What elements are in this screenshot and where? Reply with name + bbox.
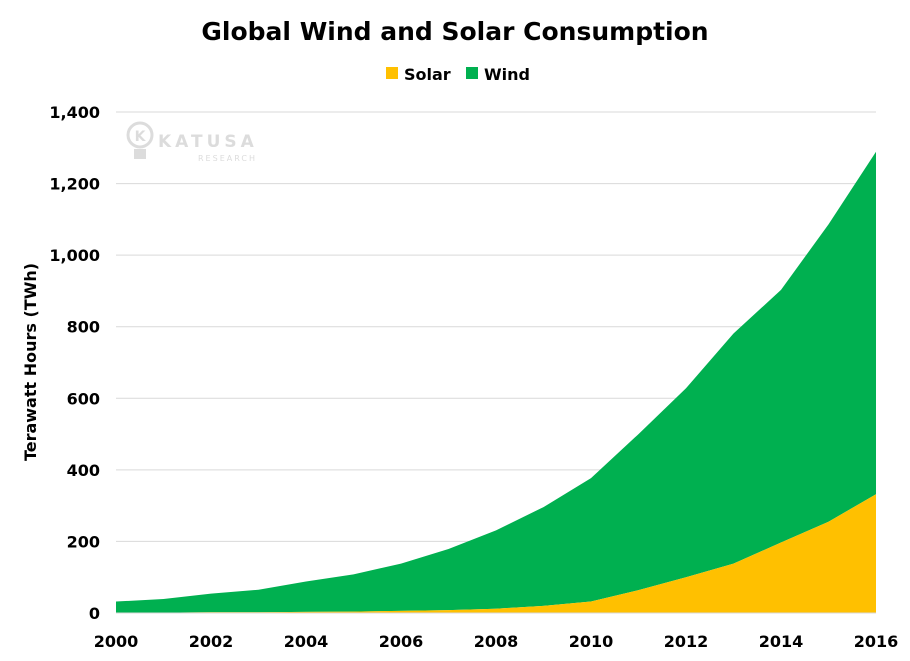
y-axis-ticks: 0 200 400 600 800 1,000 1,200 1,400 (49, 103, 100, 623)
y-axis-title: Terawatt Hours (TWh) (21, 263, 40, 461)
x-tick-label: 2006 (379, 632, 424, 651)
y-tick-label: 1,400 (49, 103, 100, 122)
x-tick-label: 2010 (569, 632, 614, 651)
y-tick-label: 800 (67, 318, 100, 337)
watermark-brand: KATUSA (158, 132, 258, 152)
watermark-bulb-base (134, 149, 146, 159)
x-tick-label: 2014 (759, 632, 804, 651)
x-axis-ticks: 2000 2002 2004 2006 2008 2010 2012 2014 2016 (94, 632, 899, 651)
y-tick-label: 200 (67, 532, 100, 551)
y-tick-label: 1,200 (49, 175, 100, 194)
legend-item-solar: Solar (386, 65, 451, 84)
y-tick-label: 600 (67, 389, 100, 408)
plot-areas (116, 151, 876, 614)
area-series-wind (116, 151, 876, 613)
x-tick-label: 2004 (284, 632, 329, 651)
chart-title: Global Wind and Solar Consumption (201, 17, 708, 46)
legend-label-wind: Wind (484, 65, 530, 84)
x-tick-label: 2012 (664, 632, 709, 651)
x-tick-label: 2000 (94, 632, 139, 651)
y-tick-label: 1,000 (49, 246, 100, 265)
watermark-sub: RESEARCH (198, 154, 257, 163)
legend-label-solar: Solar (404, 65, 451, 84)
watermark-logo: K KATUSA RESEARCH (126, 121, 258, 163)
legend-swatch-wind (466, 67, 478, 79)
x-tick-label: 2016 (854, 632, 899, 651)
y-tick-label: 400 (67, 461, 100, 480)
legend: Solar Wind (386, 65, 530, 84)
legend-item-wind: Wind (466, 65, 530, 84)
x-tick-label: 2008 (474, 632, 519, 651)
x-tick-label: 2002 (189, 632, 234, 651)
watermark-bulb-icon (126, 121, 154, 149)
watermark-letter: K (135, 129, 147, 145)
area-series-solar (116, 494, 876, 613)
legend-swatch-solar (386, 67, 398, 79)
y-tick-label: 0 (89, 604, 100, 623)
